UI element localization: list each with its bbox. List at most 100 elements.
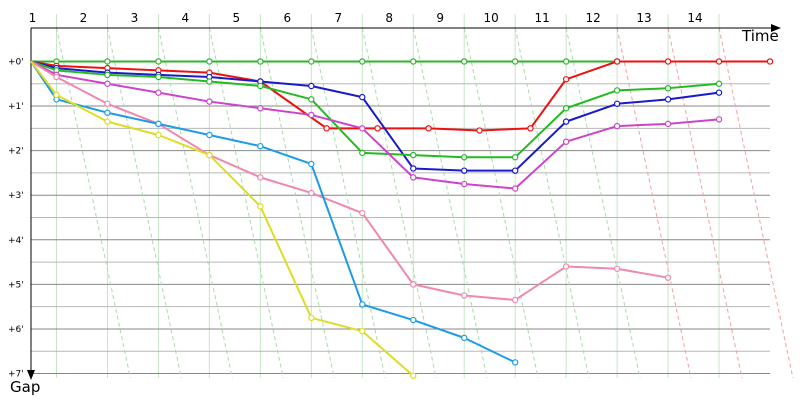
data-point xyxy=(359,149,366,157)
dashed-guide-line xyxy=(718,27,794,379)
y-tick-label: +2' xyxy=(8,147,24,157)
data-point xyxy=(715,116,723,123)
dashed-guide-line xyxy=(565,27,641,379)
series-group xyxy=(30,60,723,192)
data-point xyxy=(562,118,570,125)
y-tick-label: +6' xyxy=(8,325,24,335)
y-axis-title: Gap xyxy=(10,378,40,396)
data-point xyxy=(410,174,417,181)
x-axis-title: Time xyxy=(741,27,779,45)
data-point xyxy=(511,154,519,161)
x-tick-labels: 1 2 3 4 5 6 7 8 9 10 11 12 13 14 xyxy=(29,11,703,25)
series-group xyxy=(31,58,621,65)
data-point xyxy=(359,301,366,308)
data-point xyxy=(104,58,111,65)
data-point xyxy=(359,125,366,132)
y-tick-label: +7' xyxy=(8,370,24,380)
data-point xyxy=(104,118,111,125)
y-axis-arrow xyxy=(27,370,35,380)
data-point xyxy=(613,100,621,107)
dashed-guide-line xyxy=(514,27,590,379)
series-group xyxy=(30,58,774,134)
x-tick-label: 7 xyxy=(334,11,342,25)
data-point xyxy=(562,76,570,83)
data-point xyxy=(410,316,417,324)
data-point xyxy=(155,58,162,65)
x-tick-label: 8 xyxy=(385,11,393,25)
data-point xyxy=(410,151,417,159)
x-tick-label: 4 xyxy=(182,11,190,25)
data-point xyxy=(511,58,519,65)
data-point xyxy=(511,167,519,174)
data-point xyxy=(461,167,468,174)
data-point xyxy=(410,281,417,288)
x-tick-label: 14 xyxy=(687,11,702,25)
dashed-guide-line xyxy=(667,27,743,379)
data-point xyxy=(359,93,366,101)
x-tick-label: 2 xyxy=(80,11,88,25)
data-point xyxy=(664,58,672,65)
data-point xyxy=(562,105,570,112)
data-point xyxy=(206,78,213,85)
data-point xyxy=(155,89,162,96)
data-point xyxy=(766,58,774,65)
data-point xyxy=(257,82,264,90)
data-point xyxy=(104,100,111,107)
y-tick-label: +3' xyxy=(8,191,24,201)
dashed-guide-line xyxy=(259,27,335,379)
series-group xyxy=(30,60,723,161)
series-group xyxy=(30,60,723,174)
data-point xyxy=(308,111,315,119)
dashed-guide-line xyxy=(463,27,539,379)
dashed-guide-line xyxy=(157,27,233,379)
data-point xyxy=(715,89,723,96)
data-point xyxy=(410,58,417,65)
axes: Time Gap xyxy=(10,24,781,396)
dashed-guide-line xyxy=(55,27,131,379)
x-tick-label: 5 xyxy=(233,11,241,25)
data-point xyxy=(359,209,366,217)
data-point xyxy=(461,334,468,342)
data-point xyxy=(155,73,162,81)
data-point xyxy=(104,80,111,87)
x-tick-label: 9 xyxy=(436,11,444,25)
series-group xyxy=(30,60,519,366)
data-point xyxy=(461,292,468,299)
data-point xyxy=(613,87,621,94)
data-point xyxy=(562,263,570,270)
x-tick-label: 10 xyxy=(484,11,499,25)
data-point xyxy=(527,125,534,132)
data-point xyxy=(308,189,315,197)
data-point xyxy=(664,84,672,92)
data-point xyxy=(257,58,264,65)
x-axis-arrow xyxy=(771,24,781,32)
series-group xyxy=(30,60,672,304)
series-group xyxy=(30,60,417,379)
series-line xyxy=(30,60,516,364)
dashed-guides xyxy=(55,27,794,379)
data-point xyxy=(155,120,162,128)
data-point xyxy=(715,80,723,87)
dashed-guide-line xyxy=(616,27,692,379)
data-point xyxy=(664,274,672,281)
data-point xyxy=(511,359,519,366)
data-point xyxy=(664,96,672,103)
y-tick-label: +1' xyxy=(8,102,24,112)
data-point xyxy=(410,165,417,172)
series-line xyxy=(30,60,669,301)
y-tick-label: +4' xyxy=(8,236,24,246)
data-point xyxy=(257,174,264,181)
data-point xyxy=(359,58,366,65)
data-point xyxy=(461,58,468,65)
data-point xyxy=(425,125,432,132)
data-point xyxy=(308,160,315,168)
x-tick-label: 6 xyxy=(283,11,291,25)
data-point xyxy=(206,131,213,139)
data-point xyxy=(613,58,621,65)
x-tick-label: 13 xyxy=(636,11,651,25)
data-point xyxy=(562,138,570,145)
data-point xyxy=(257,105,264,112)
data-point xyxy=(308,314,315,322)
data-point xyxy=(323,125,330,132)
